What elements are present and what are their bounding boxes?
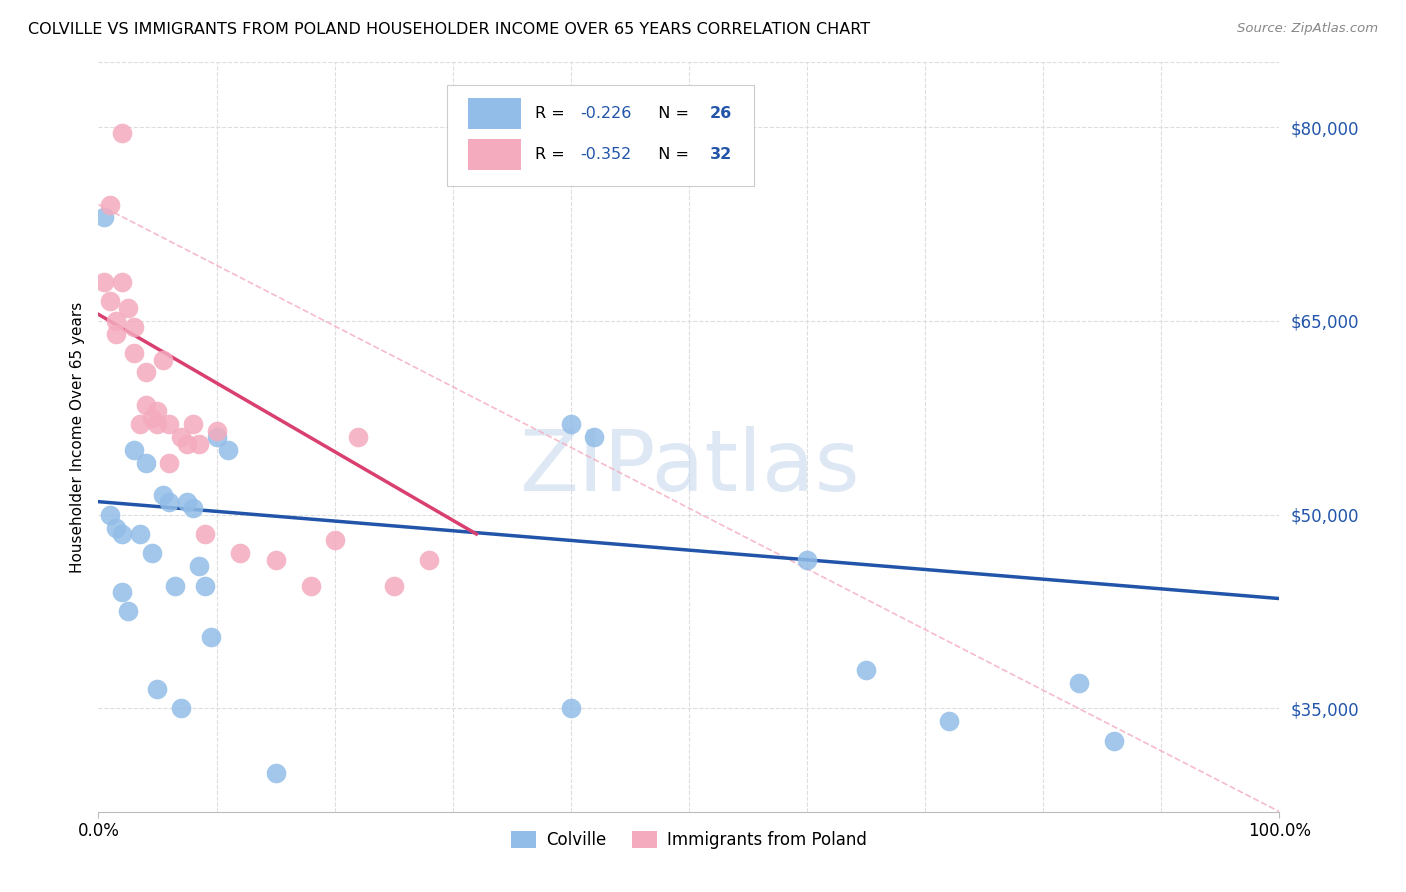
- Point: [855, 663, 877, 677]
- Point: [146, 417, 169, 432]
- Text: N =: N =: [648, 147, 693, 162]
- Point: [93, 211, 115, 225]
- Point: [187, 559, 209, 574]
- Text: N =: N =: [648, 106, 693, 121]
- Point: [560, 417, 582, 432]
- Point: [98, 508, 121, 522]
- Point: [181, 417, 204, 432]
- Point: [111, 127, 134, 141]
- Point: [152, 352, 174, 367]
- Point: [796, 553, 818, 567]
- Point: [111, 585, 134, 599]
- Point: [98, 294, 121, 309]
- Point: [111, 275, 134, 289]
- Point: [141, 546, 163, 560]
- Point: [229, 546, 252, 560]
- Point: [128, 417, 150, 432]
- Text: R =: R =: [536, 147, 571, 162]
- Point: [98, 197, 121, 211]
- Point: [146, 681, 169, 696]
- Point: [122, 442, 145, 457]
- Y-axis label: Householder Income Over 65 years: Householder Income Over 65 years: [69, 301, 84, 573]
- Point: [217, 442, 239, 457]
- Point: [170, 701, 193, 715]
- Point: [128, 527, 150, 541]
- Point: [205, 430, 228, 444]
- FancyBboxPatch shape: [447, 85, 754, 186]
- Point: [264, 553, 287, 567]
- Point: [135, 456, 157, 470]
- Point: [382, 579, 405, 593]
- Text: -0.352: -0.352: [581, 147, 631, 162]
- Point: [194, 527, 217, 541]
- Text: Source: ZipAtlas.com: Source: ZipAtlas.com: [1237, 22, 1378, 36]
- Point: [938, 714, 960, 729]
- Point: [560, 701, 582, 715]
- Text: ZIPatlas: ZIPatlas: [519, 425, 859, 508]
- Point: [264, 766, 287, 780]
- Point: [111, 527, 134, 541]
- Point: [157, 456, 180, 470]
- Point: [117, 605, 139, 619]
- Point: [347, 430, 370, 444]
- Point: [122, 320, 145, 334]
- Point: [205, 424, 228, 438]
- Legend: Colville, Immigrants from Poland: Colville, Immigrants from Poland: [505, 824, 873, 855]
- Point: [105, 520, 128, 534]
- Point: [165, 579, 187, 593]
- Point: [181, 501, 204, 516]
- Point: [105, 326, 128, 341]
- Point: [1102, 733, 1125, 747]
- Point: [141, 410, 163, 425]
- Bar: [468, 139, 522, 170]
- Point: [194, 579, 217, 593]
- Point: [157, 494, 180, 508]
- Point: [1067, 675, 1090, 690]
- Bar: [468, 97, 522, 129]
- Point: [157, 417, 180, 432]
- Text: 32: 32: [710, 147, 733, 162]
- Point: [122, 346, 145, 360]
- Point: [146, 404, 169, 418]
- Point: [135, 366, 157, 380]
- Point: [176, 436, 198, 450]
- Point: [117, 301, 139, 315]
- Point: [105, 314, 128, 328]
- Text: R =: R =: [536, 106, 571, 121]
- Text: -0.226: -0.226: [581, 106, 631, 121]
- Point: [135, 398, 157, 412]
- Point: [583, 430, 606, 444]
- Text: COLVILLE VS IMMIGRANTS FROM POLAND HOUSEHOLDER INCOME OVER 65 YEARS CORRELATION : COLVILLE VS IMMIGRANTS FROM POLAND HOUSE…: [28, 22, 870, 37]
- Point: [200, 630, 222, 644]
- Point: [418, 553, 440, 567]
- Point: [176, 494, 198, 508]
- Point: [170, 430, 193, 444]
- Point: [299, 579, 322, 593]
- Point: [93, 275, 115, 289]
- Point: [152, 488, 174, 502]
- Point: [187, 436, 209, 450]
- Text: 26: 26: [710, 106, 733, 121]
- Point: [323, 533, 346, 548]
